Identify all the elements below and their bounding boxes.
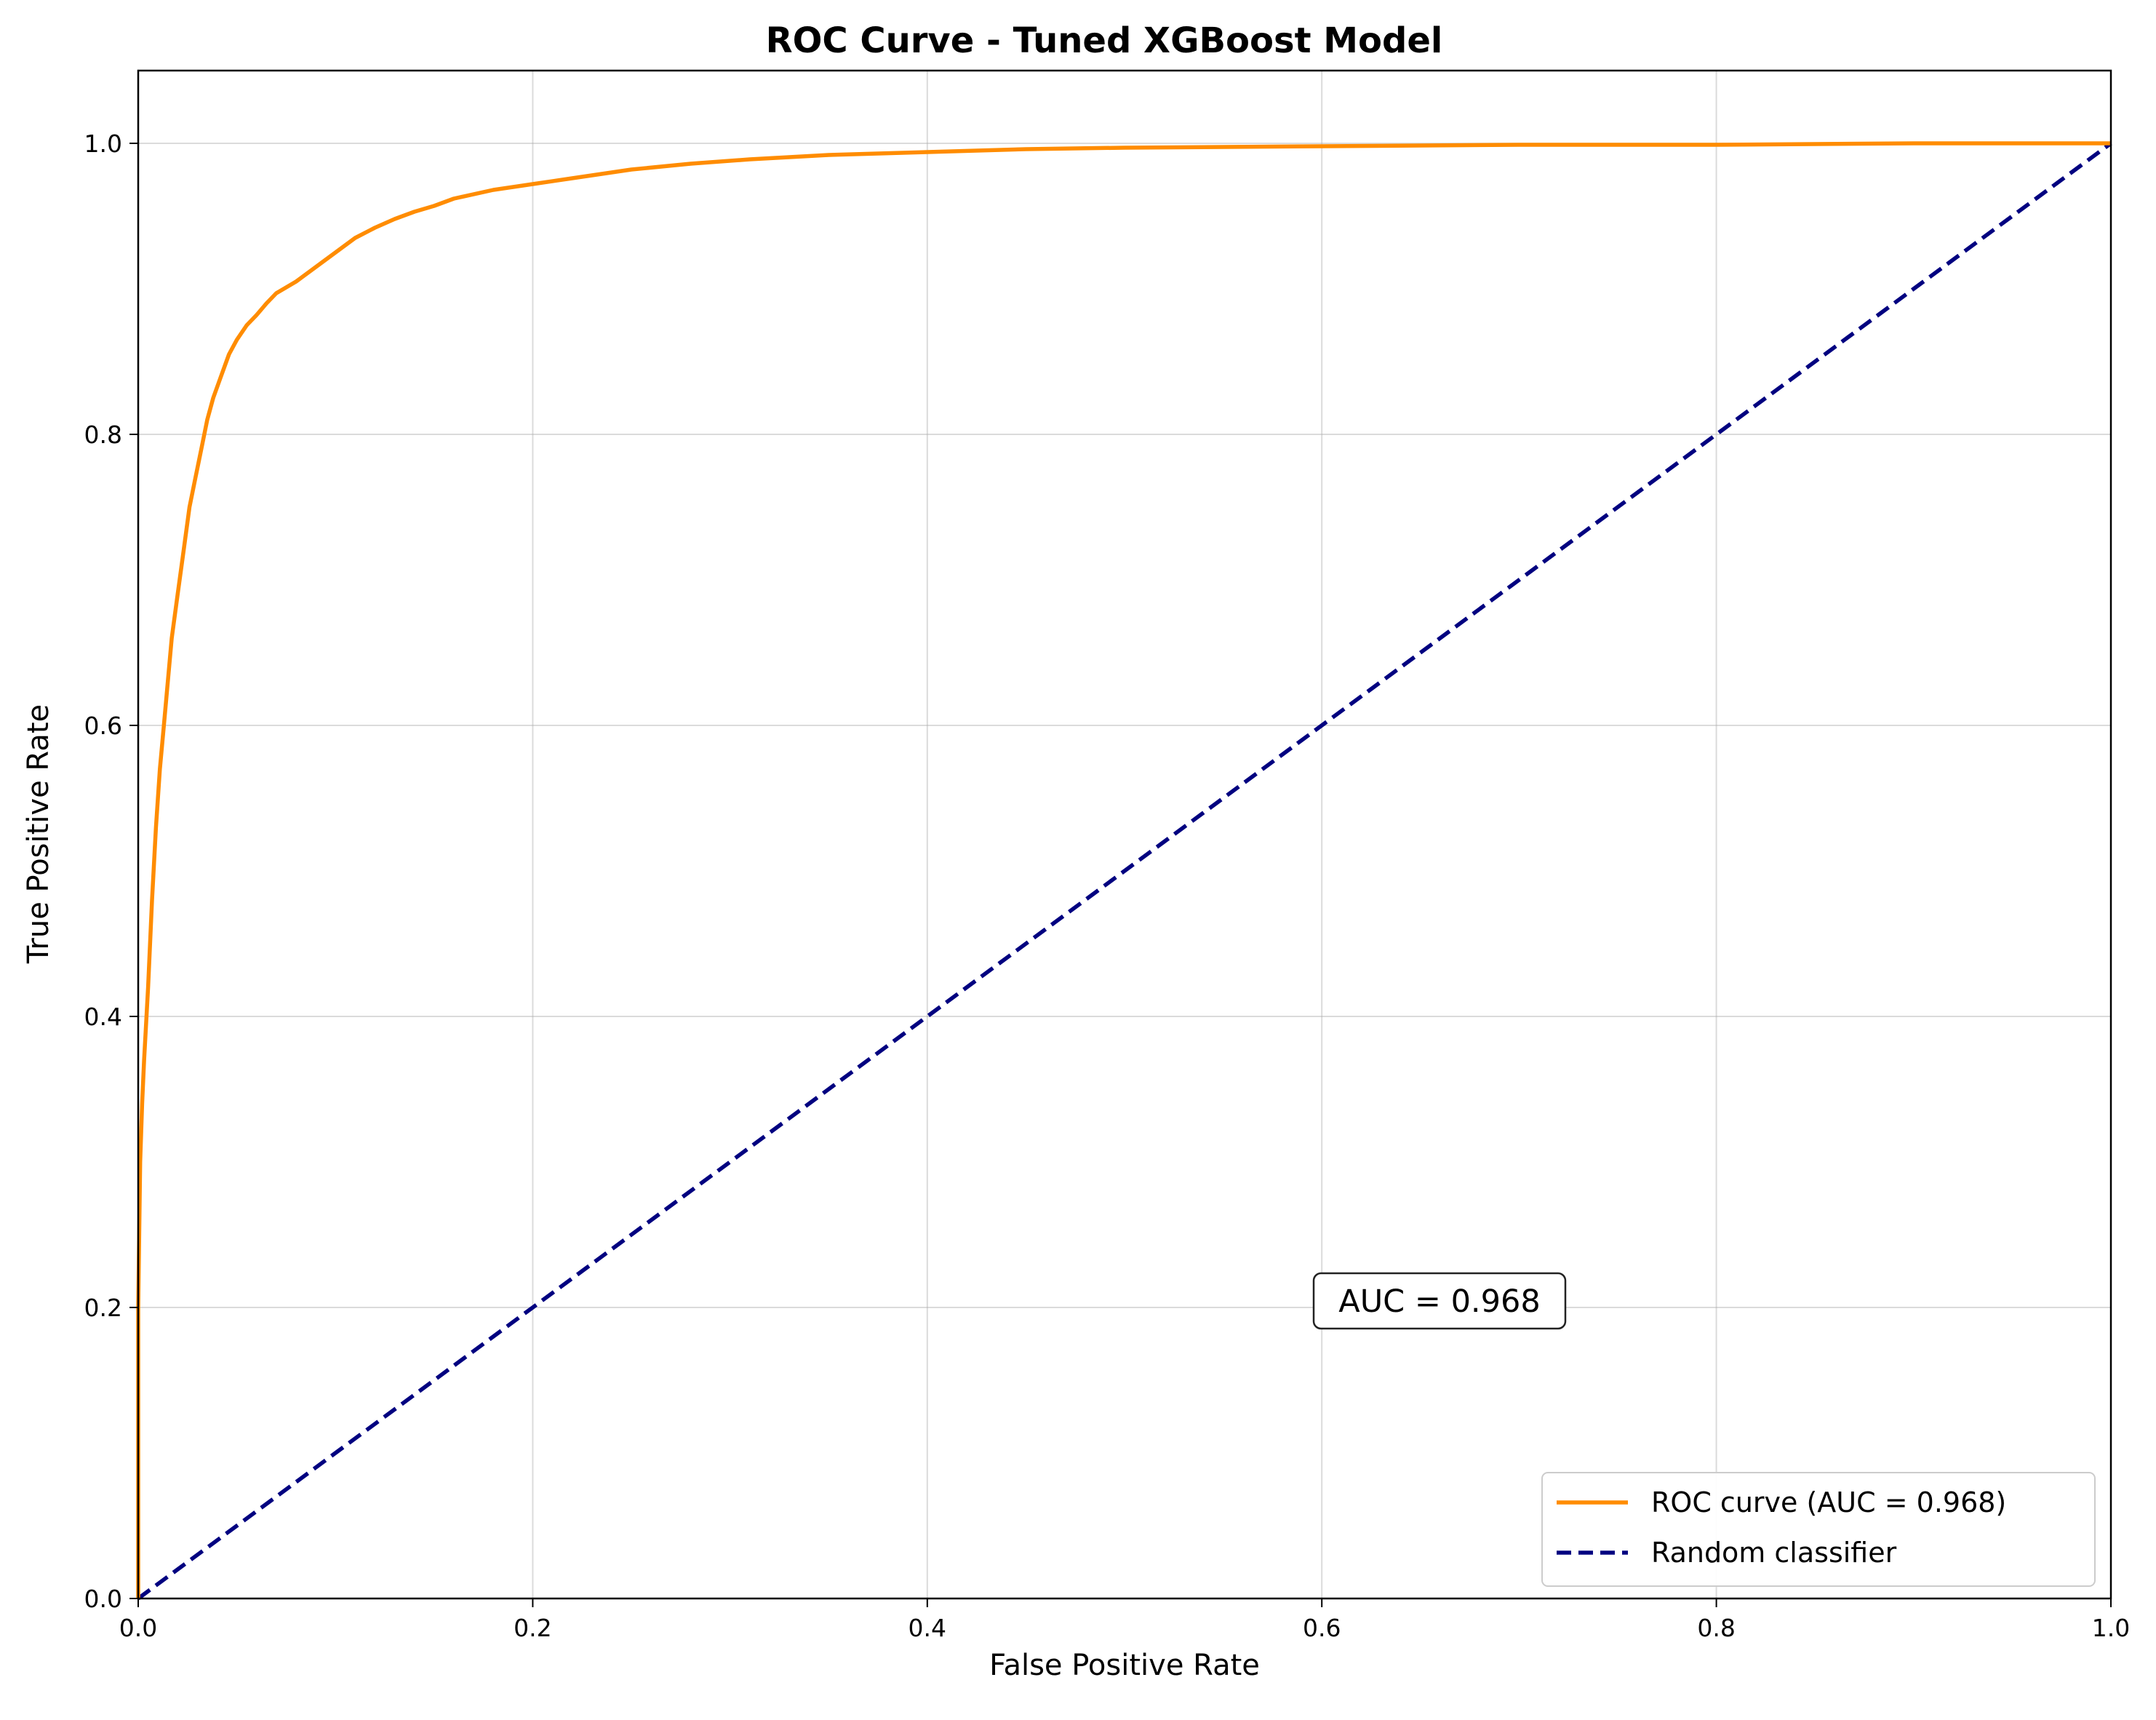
x-axis-label: False Positive Rate [989, 1649, 1260, 1682]
auc-annotation: AUC = 0.968 [1312, 1272, 1567, 1330]
y-tick-label: 0.0 [84, 1585, 122, 1613]
auc-annotation-text: AUC = 0.968 [1338, 1283, 1540, 1320]
roc-curve-line [136, 141, 2111, 1598]
y-axis-label: True Positive Rate [22, 704, 55, 964]
grid-lines [137, 71, 2112, 1599]
x-tick-label: 0.0 [119, 1614, 157, 1642]
x-tick-label: 0.8 [1697, 1614, 1735, 1642]
axis-ticks: 0.0 0.2 0.4 0.6 0.8 1.0 0.0 0.2 0.4 0.6 0.8 1.0 [84, 130, 2131, 1642]
legend-label-random: Random classifier [1651, 1537, 1897, 1569]
series-layer [136, 141, 2112, 1601]
x-tick-label: 0.2 [514, 1614, 551, 1642]
y-tick-label: 0.8 [84, 421, 122, 449]
y-tick-label: 0.2 [84, 1294, 122, 1322]
x-tick-label: 0.6 [1303, 1614, 1341, 1642]
auc-annotation-box [1312, 1272, 1567, 1330]
random-classifier-line [137, 141, 2112, 1601]
y-tick-label: 0.6 [84, 712, 122, 740]
x-tick-label: 0.4 [909, 1614, 946, 1642]
legend: ROC curve (AUC = 0.968) Random classifie… [1541, 1472, 2096, 1587]
y-tick-label: 1.0 [84, 130, 122, 158]
x-tick-label: 1.0 [2092, 1614, 2130, 1642]
legend-box [1541, 1472, 2096, 1587]
legend-label-roc: ROC curve (AUC = 0.968) [1651, 1486, 2006, 1518]
chart-title: ROC Curve - Tuned XGBoost Model [766, 20, 1443, 61]
y-tick-label: 0.4 [84, 1003, 122, 1031]
plot-frame [137, 69, 2112, 1600]
